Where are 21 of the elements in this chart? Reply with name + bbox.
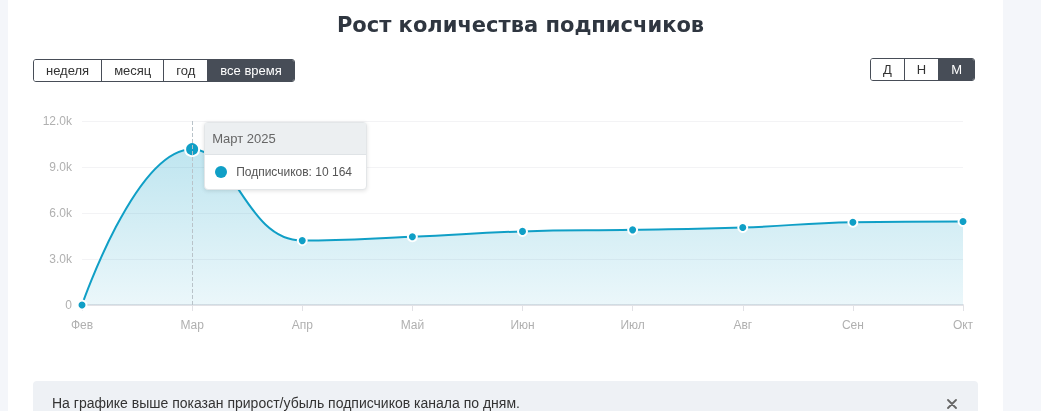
x-tick-label: Апр	[291, 318, 314, 332]
x-tick-label: Май	[400, 318, 425, 332]
y-tick-label: 9.0k	[49, 160, 73, 174]
x-tick-label: Сен	[841, 318, 864, 332]
x-tick-label: Июл	[620, 318, 645, 332]
y-tick-label: 6.0k	[49, 206, 73, 220]
x-tick-label: Окт	[952, 318, 974, 332]
chart-title: Рост количества подписчиков	[336, 12, 705, 37]
x-tick-label: Авг	[733, 318, 753, 332]
notice-box: На графике выше показан прирост/убыль подписчиков канала по дням.	[33, 381, 978, 411]
y-tick-label: 12.0k	[42, 114, 73, 128]
tooltip: Март 2025 Подписчиков: 10 164	[204, 122, 367, 191]
button[interactable]: все время	[207, 60, 294, 81]
x-tick-label: Фев	[70, 318, 94, 332]
button[interactable]: М	[938, 59, 975, 80]
annotation: Март 2025	[205, 123, 366, 156]
annotation: Подписчиков: 10 164	[236, 165, 352, 180]
y-tick-label: 3.0k	[49, 252, 73, 266]
y-tick-label: 0	[65, 298, 73, 312]
x-tick-label: Мар	[180, 318, 205, 332]
x-tick-label: Июн	[510, 318, 535, 332]
